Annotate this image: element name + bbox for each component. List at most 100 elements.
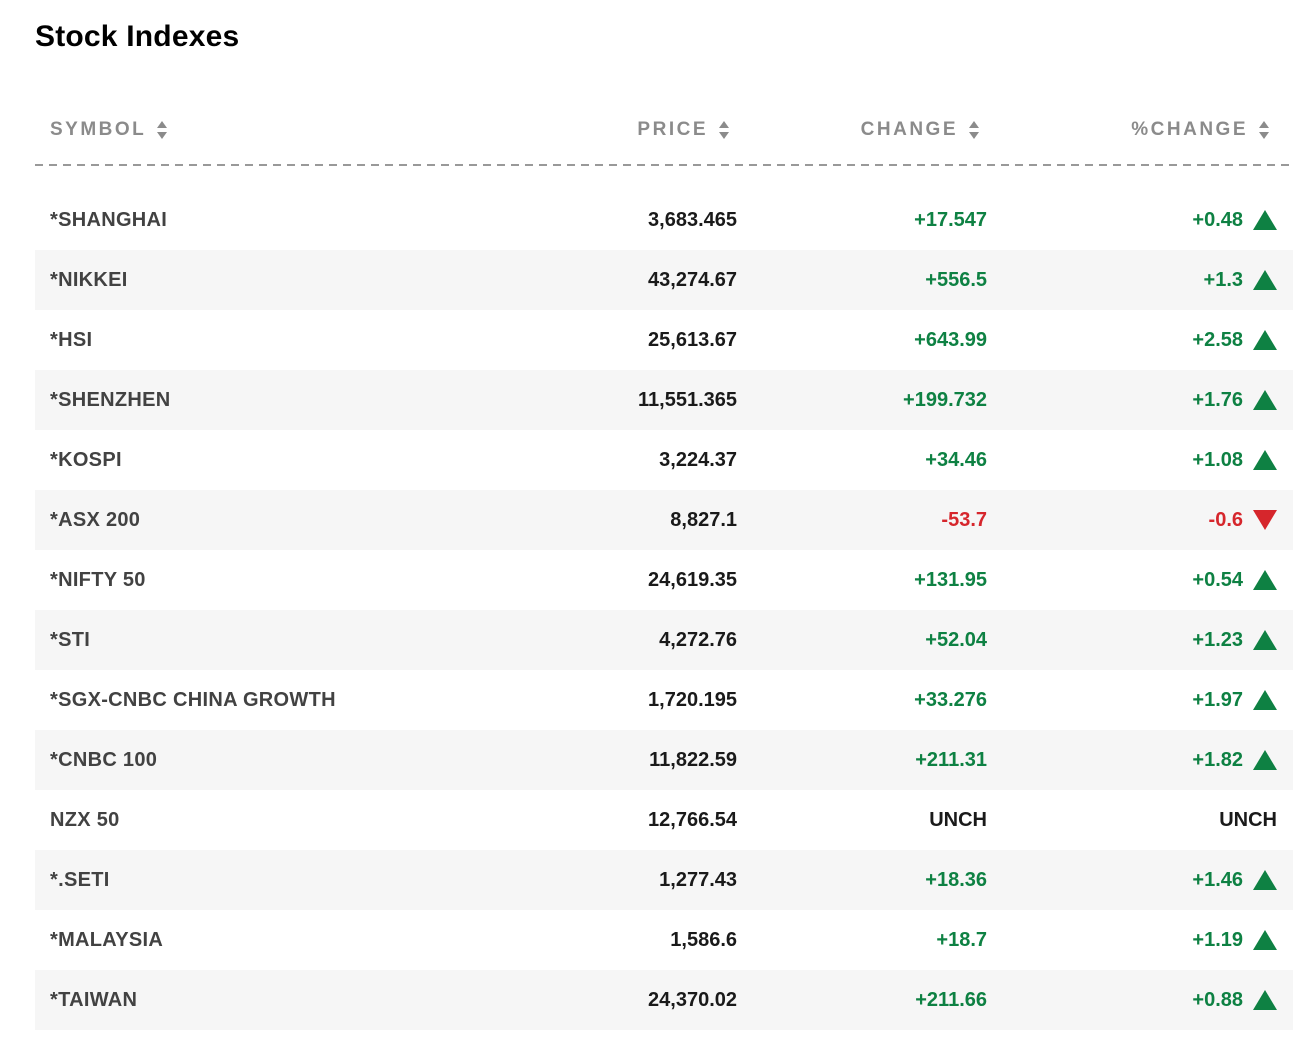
pct-change-cell: +1.08 [987, 449, 1277, 472]
sort-icon[interactable] [969, 121, 979, 139]
up-triangle-icon [1253, 750, 1277, 770]
price-cell: 1,720.195 [648, 688, 737, 711]
pct-change-value: +0.54 [1192, 568, 1243, 591]
pct-change-cell: +0.48 [987, 209, 1277, 232]
change-cell: +556.5 [925, 268, 987, 291]
sort-down-arrow-icon [157, 132, 168, 139]
table-row: *TAIWAN 24,370.02 +211.66 +0.88 [35, 970, 1293, 1030]
column-header-pct-change-label: %CHANGE [1131, 119, 1248, 140]
pct-change-cell: +2.58 [987, 329, 1277, 352]
price-cell: 12,766.54 [648, 808, 737, 831]
column-header-change-label: CHANGE [860, 119, 958, 140]
change-cell: +211.31 [915, 748, 987, 771]
change-cell: +18.7 [936, 928, 987, 951]
symbol-cell[interactable]: *SHANGHAI [50, 208, 168, 231]
pct-change-value: UNCH [1219, 808, 1277, 831]
column-header-change[interactable]: CHANGE [737, 119, 987, 141]
column-header-symbol-label: SYMBOL [50, 119, 147, 140]
sort-icon[interactable] [719, 121, 729, 139]
pct-change-value: +1.3 [1203, 268, 1243, 291]
pct-change-value: +1.08 [1192, 448, 1243, 471]
pct-change-cell: +0.88 [987, 989, 1277, 1012]
symbol-cell[interactable]: *SHENZHEN [50, 388, 171, 411]
symbol-cell[interactable]: *NIFTY 50 [50, 568, 146, 591]
up-triangle-icon [1253, 390, 1277, 410]
change-cell: +131.95 [914, 568, 987, 591]
price-cell: 25,613.67 [648, 328, 737, 351]
pct-change-cell: +1.19 [987, 929, 1277, 952]
sort-down-arrow-icon [719, 132, 729, 139]
symbol-cell[interactable]: *HSI [50, 328, 93, 351]
pct-change-value: +0.48 [1192, 208, 1243, 231]
column-header-price[interactable]: PRICE [417, 119, 737, 141]
table-row: *NIFTY 50 24,619.35 +131.95 +0.54 [35, 550, 1293, 610]
sort-down-arrow-icon [1259, 132, 1269, 139]
table-row: *CNBC 100 11,822.59 +211.31 +1.82 [35, 730, 1293, 790]
table-rows: *SHANGHAI 3,683.465 +17.547 +0.48 *NIKKEI 43,… [35, 190, 1293, 1030]
pct-change-value: +2.58 [1192, 328, 1243, 351]
change-cell: +199.732 [903, 388, 987, 411]
pct-change-cell: +1.46 [987, 869, 1277, 892]
table-row: *KOSPI 3,224.37 +34.46 +1.08 [35, 430, 1293, 490]
table-row: *HSI 25,613.67 +643.99 +2.58 [35, 310, 1293, 370]
up-triangle-icon [1253, 990, 1277, 1010]
pct-change-value: +1.23 [1192, 628, 1243, 651]
price-cell: 11,822.59 [649, 748, 737, 771]
sort-icon[interactable] [157, 121, 168, 139]
sort-up-arrow-icon [719, 121, 729, 128]
change-cell: +52.04 [925, 628, 987, 651]
up-triangle-icon [1253, 690, 1277, 710]
price-cell: 11,551.365 [638, 388, 737, 411]
table-row: *MALAYSIA 1,586.6 +18.7 +1.19 [35, 910, 1293, 970]
price-cell: 8,827.1 [670, 508, 737, 531]
symbol-cell[interactable]: NZX 50 [50, 808, 120, 831]
up-triangle-icon [1253, 270, 1277, 290]
symbol-cell[interactable]: *NIKKEI [50, 268, 128, 291]
change-cell: +643.99 [914, 328, 987, 351]
symbol-cell[interactable]: *ASX 200 [50, 508, 141, 531]
sort-icon[interactable] [1259, 121, 1269, 139]
price-cell: 24,619.35 [648, 568, 737, 591]
pct-change-value: -0.6 [1208, 508, 1243, 531]
table-row: *.SETI 1,277.43 +18.36 +1.46 [35, 850, 1293, 910]
table-row: *SGX-CNBC CHINA GROWTH 1,720.195 +33.276 +1… [35, 670, 1293, 730]
symbol-cell[interactable]: *SGX-CNBC CHINA GROWTH [50, 688, 336, 711]
table-row: *NIKKEI 43,274.67 +556.5 +1.3 [35, 250, 1293, 310]
price-cell: 1,586.6 [670, 928, 737, 951]
symbol-cell[interactable]: *CNBC 100 [50, 748, 158, 771]
table-row: *SHENZHEN 11,551.365 +199.732 +1.76 [35, 370, 1293, 430]
pct-change-cell: +1.23 [987, 629, 1277, 652]
change-cell: +211.66 [915, 988, 987, 1011]
table-row: *SHANGHAI 3,683.465 +17.547 +0.48 [35, 190, 1293, 250]
change-cell: +18.36 [925, 868, 987, 891]
page-title: Stock Indexes [35, 20, 240, 53]
down-triangle-icon [1253, 510, 1277, 530]
price-cell: 1,277.43 [659, 868, 737, 891]
pct-change-cell: +1.82 [987, 749, 1277, 772]
table-header-row: SYMBOL PRICE CHANGE %CHANGE [35, 112, 1293, 148]
symbol-cell[interactable]: *MALAYSIA [50, 928, 164, 951]
symbol-cell[interactable]: *TAIWAN [50, 988, 138, 1011]
table-row: NZX 50 12,766.54 UNCH UNCH [35, 790, 1293, 850]
pct-change-cell: UNCH [987, 809, 1277, 832]
up-triangle-icon [1253, 210, 1277, 230]
column-header-pct-change[interactable]: %CHANGE [987, 119, 1277, 141]
up-triangle-icon [1253, 930, 1277, 950]
pct-change-value: +1.97 [1192, 688, 1243, 711]
table-row: *ASX 200 8,827.1 -53.7 -0.6 [35, 490, 1293, 550]
column-header-symbol[interactable]: SYMBOL [50, 119, 417, 141]
up-triangle-icon [1253, 630, 1277, 650]
symbol-cell[interactable]: *STI [50, 628, 91, 651]
sort-up-arrow-icon [157, 121, 168, 128]
change-cell: -53.7 [941, 508, 987, 531]
change-cell: +34.46 [925, 448, 987, 471]
pct-change-cell: +1.97 [987, 689, 1277, 712]
column-header-price-label: PRICE [637, 119, 708, 140]
pct-change-cell: +1.76 [987, 389, 1277, 412]
table-row: *STI 4,272.76 +52.04 +1.23 [35, 610, 1293, 670]
header-divider [35, 164, 1293, 166]
symbol-cell[interactable]: *KOSPI [50, 448, 122, 471]
symbol-cell[interactable]: *.SETI [50, 868, 110, 891]
change-cell: UNCH [929, 808, 987, 831]
